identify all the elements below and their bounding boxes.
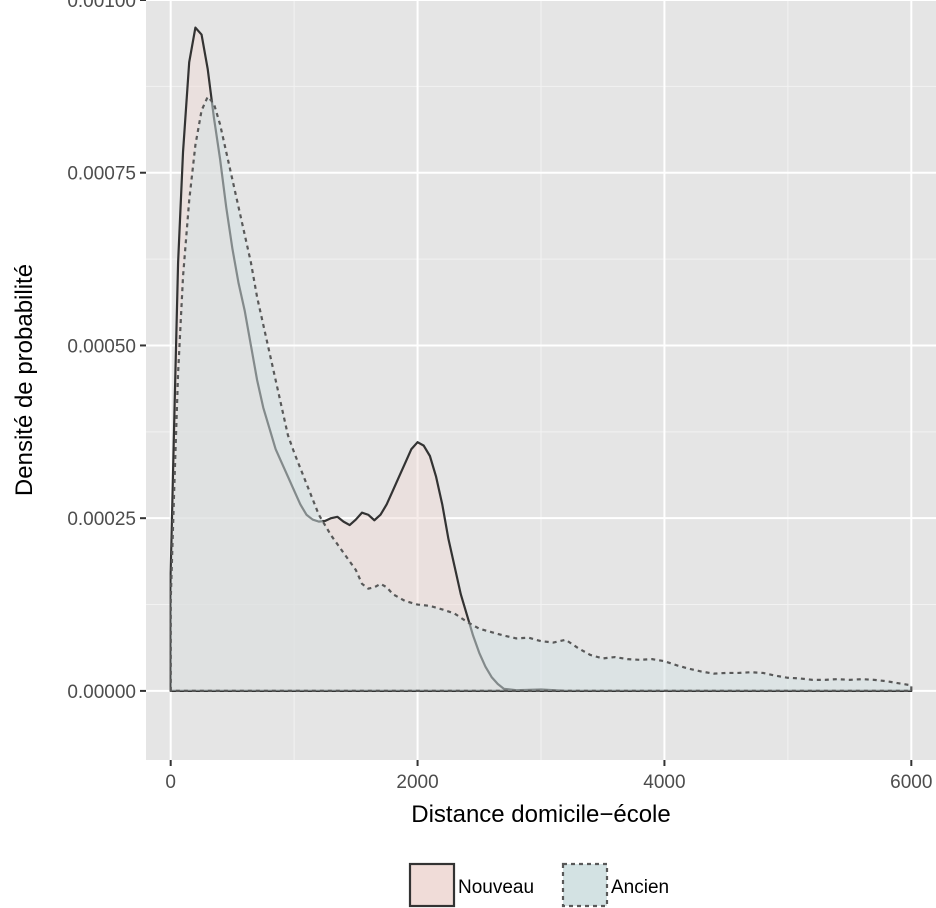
major-gridlines xyxy=(146,0,936,760)
y-tick-label: 0.00025 xyxy=(67,509,136,530)
y-tick-label: 0.00100 xyxy=(67,0,136,12)
legend-key-nouveau xyxy=(408,862,456,908)
x-axis-title: Distance domicile−école xyxy=(411,801,670,828)
density-area-ancien xyxy=(169,95,913,693)
x-tick-label: 0 xyxy=(165,772,176,793)
legend-key-ancien xyxy=(561,862,609,908)
y-tick-label: 0.00050 xyxy=(67,336,136,357)
x-tick-label: 6000 xyxy=(890,772,932,793)
x-tick-label: 2000 xyxy=(396,772,438,793)
legend-label-ancien: Ancien xyxy=(611,877,669,898)
legend: Nouveau Ancien xyxy=(408,862,669,908)
y-tick-label: 0.00000 xyxy=(67,682,136,703)
y-axis-title: Densité de probabilité xyxy=(11,264,38,496)
legend-label-nouveau: Nouveau xyxy=(458,877,534,898)
x-axis: 0 2000 4000 6000 xyxy=(165,760,932,793)
y-tick-label: 0.00075 xyxy=(67,164,136,185)
y-axis: 0.00000 0.00025 0.00050 0.00075 0.00100 xyxy=(67,0,146,703)
density-areas xyxy=(169,26,913,693)
x-tick-label: 4000 xyxy=(643,772,685,793)
